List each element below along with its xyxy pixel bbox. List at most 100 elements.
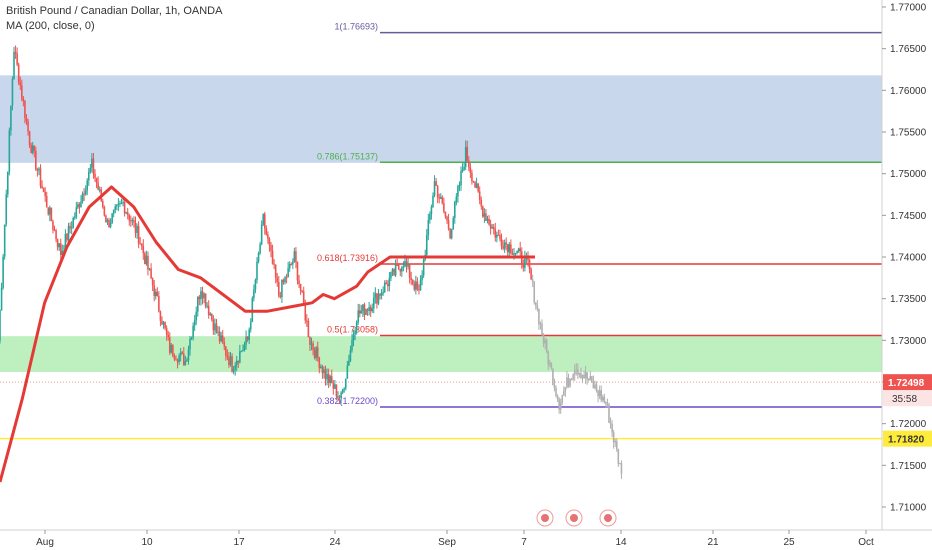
candle-body: [461, 169, 464, 172]
candle-body: [464, 147, 467, 167]
candle-body: [379, 293, 381, 296]
candle-body: [223, 342, 226, 347]
candle-body: [619, 463, 621, 465]
candle-body: [606, 403, 609, 405]
candle-body: [35, 150, 37, 170]
candle-body: [295, 251, 297, 263]
candle-body: [594, 384, 596, 389]
candle-body: [16, 53, 18, 65]
candle-body: [117, 203, 120, 205]
candle-body: [206, 305, 208, 307]
candle-body: [482, 206, 484, 217]
candle-body: [457, 186, 459, 197]
candle-body: [415, 281, 417, 290]
candle-body: [421, 275, 423, 281]
candle-body: [466, 147, 469, 161]
candle-body: [407, 264, 409, 267]
fib-level-label: 0.5(1.73058): [327, 325, 378, 335]
ma-200-line[interactable]: [0, 185, 535, 483]
candle-body: [430, 206, 433, 215]
candle-body: [274, 264, 277, 278]
candle-body: [463, 166, 465, 170]
candle-body: [355, 321, 358, 331]
candle-body: [351, 340, 353, 351]
candle-body: [491, 227, 493, 229]
candle-body: [53, 229, 56, 231]
candle-body: [179, 352, 182, 356]
candle-body: [341, 389, 344, 393]
candle-body: [253, 289, 255, 299]
candle-body: [360, 310, 363, 314]
candle-body: [544, 339, 546, 344]
candle-body: [592, 381, 595, 389]
fib-level-label: 0.786(1.75137): [317, 151, 378, 161]
candle-body: [315, 347, 317, 359]
candle-body: [617, 449, 620, 464]
candle-body: [432, 195, 434, 207]
candle-body: [198, 296, 201, 300]
y-tick-label: 1.75000: [890, 169, 927, 180]
chart-legend: British Pound / Canadian Dollar, 1h, OAN…: [6, 4, 222, 34]
candle-body: [226, 355, 229, 358]
candle-body: [531, 279, 534, 282]
candle-body: [120, 202, 123, 204]
candle-body: [365, 309, 367, 316]
candle-body: [215, 323, 218, 333]
candle-body: [145, 255, 148, 264]
candle-body: [469, 167, 472, 173]
candle-body: [408, 264, 411, 278]
indicator-label: MA (200, close, 0): [6, 20, 95, 32]
candle-body: [245, 336, 247, 345]
zone-supply[interactable]: [0, 75, 882, 163]
candle-body: [33, 145, 36, 151]
candle-body: [499, 235, 501, 239]
zone-demand[interactable]: [0, 336, 882, 372]
candle-body: [232, 369, 235, 372]
candle-body: [172, 344, 174, 357]
candle-body: [281, 279, 283, 298]
candle-body: [458, 185, 461, 187]
candle-body: [522, 263, 525, 268]
candle-body: [267, 234, 269, 239]
candle-body: [214, 323, 216, 331]
x-tick-label: 21: [707, 537, 719, 548]
candle-body: [528, 260, 531, 270]
level-tag: [883, 430, 932, 447]
candle-body: [154, 291, 157, 296]
candle-body: [309, 336, 311, 345]
candle-body: [142, 245, 145, 254]
candle-body: [168, 337, 171, 353]
candle-body: [263, 213, 266, 229]
candle-body: [506, 244, 509, 253]
event-flag-dot: [570, 514, 578, 522]
candle-body: [450, 229, 453, 239]
candle-body: [87, 171, 90, 181]
candle-body: [335, 384, 338, 397]
candle-body: [72, 217, 75, 228]
candle-body: [313, 350, 316, 359]
candle-body: [212, 319, 215, 331]
candle-body: [385, 282, 388, 285]
candle-body: [343, 388, 346, 390]
candle-body: [165, 328, 168, 335]
x-tick-label: 7: [521, 537, 527, 548]
candle-body: [371, 308, 374, 312]
candle-body: [228, 357, 230, 366]
candle-body: [444, 211, 447, 217]
candle-body: [242, 349, 244, 352]
y-tick-label: 1.74500: [890, 211, 927, 222]
candle-body: [552, 368, 554, 386]
y-tick-label: 1.74000: [890, 253, 927, 264]
candle-body: [416, 281, 419, 290]
candle-body: [167, 334, 170, 338]
candle-body: [425, 235, 428, 256]
candle-body: [383, 282, 386, 293]
candle-body: [334, 384, 336, 389]
current-price-tag: [883, 374, 932, 391]
candle-body: [270, 245, 272, 251]
candle-body: [69, 226, 71, 229]
candle-body: [70, 227, 73, 229]
candle-body: [122, 202, 124, 204]
